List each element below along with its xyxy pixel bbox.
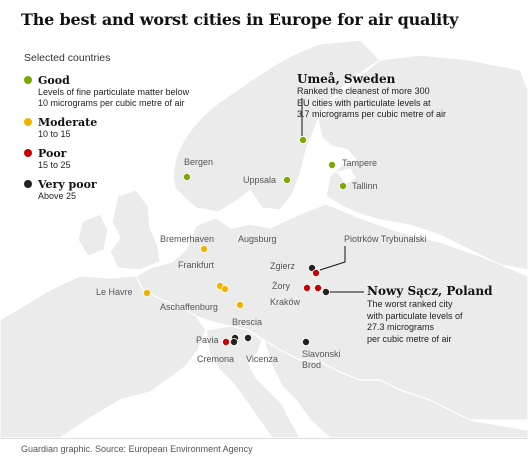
legend-desc: 15 to 25: [38, 160, 71, 170]
city-label-frankfurt: Frankfurt: [178, 260, 215, 270]
city-label-slavonski-brod-text: Slavonski Brod: [302, 349, 341, 370]
legend-heading: Selected countries: [24, 52, 111, 64]
land-italy: [205, 325, 301, 438]
landmass: [0, 39, 528, 438]
city-label-cremona: Cremona: [197, 354, 235, 364]
annotation-worst-title: Nowy Sącz, Poland: [367, 284, 493, 298]
city-dot-le-havre: [142, 288, 151, 297]
city-dot-bergen: [182, 172, 191, 181]
legend-item-very-poor: Very poor Above 25: [24, 178, 189, 202]
europe-map: [0, 39, 528, 438]
city-label-bergen: Bergen: [184, 157, 214, 167]
city-dot-pavia: [221, 337, 230, 346]
footer-rule: [0, 438, 528, 439]
city-label-bremerhaven: Bremerhaven: [160, 234, 215, 244]
annotation-worst-text: The worst ranked city with particulate l…: [367, 299, 463, 344]
city-label-zgierz: Zgierz: [270, 261, 296, 271]
city-dot-nowy-s-cz: [321, 287, 330, 296]
city-dot-zgierz: [311, 268, 320, 277]
legend-item-good: Good Levels of fine particulate matter b…: [24, 74, 189, 109]
city-dot-bremerhaven: [199, 244, 208, 253]
city-dot-cremona: [229, 337, 238, 346]
city-label-vicenza: Vicenza: [246, 354, 278, 364]
leader-piotrkow: [319, 246, 346, 271]
legend-label: Good: [38, 74, 70, 87]
land-ireland: [77, 213, 109, 257]
city-label-pavia: Pavia: [196, 335, 219, 345]
legend-dot-very-poor: [24, 180, 32, 188]
city-label-tallinn: Tallinn: [352, 181, 378, 191]
city-label-zory: Żory: [272, 281, 290, 291]
annotation-best-text: Ranked the cleanest of more 300 EU citie…: [297, 86, 447, 119]
legend-desc: Levels of fine particulate matter below …: [38, 87, 190, 108]
city-dot-tallinn: [338, 181, 347, 190]
city-label-brescia: Brescia: [232, 317, 263, 327]
city-label-piotrkow: Piotrków Trybunalski: [344, 234, 427, 244]
land-finland-east: [317, 54, 528, 271]
city-dot-ume-: [298, 135, 307, 144]
legend-item-moderate: Moderate 10 to 15: [24, 116, 189, 140]
land-great-britain: [109, 189, 161, 271]
city-label-slavonski-brod: Slavonski Brod: [302, 349, 362, 371]
city-dots: [142, 135, 347, 346]
city-dot-vicenza: [243, 333, 252, 342]
city-label-uppsala: Uppsala: [243, 175, 277, 185]
legend: Selected countries Good Levels of fine p…: [24, 52, 189, 209]
city-dot--ory: [302, 283, 311, 292]
leader-lines: [301, 98, 364, 293]
legend-dot-moderate: [24, 118, 32, 126]
city-label-aschaffenburg: Aschaffenburg: [160, 302, 218, 312]
city-label-augsburg: Augsburg: [238, 234, 277, 244]
city-label-krakow: Kraków: [270, 297, 301, 307]
city-label-le-havre: Le Havre: [96, 287, 133, 297]
legend-label: Very poor: [38, 178, 97, 191]
legend-dot-good: [24, 76, 32, 84]
city-dot-slavonski-brod: [301, 337, 310, 346]
city-dot-uppsala: [282, 175, 291, 184]
sea-details: [300, 168, 356, 196]
source-note: Guardian graphic. Source: European Envir…: [21, 444, 253, 454]
city-label-tampere: Tampere: [342, 158, 378, 168]
city-dot-krak-w: [313, 283, 322, 292]
chart-title: The best and worst cities in Europe for …: [21, 10, 459, 29]
legend-desc: Above 25: [38, 191, 77, 201]
legend-item-poor: Poor 15 to 25: [24, 147, 189, 171]
legend-label: Poor: [38, 147, 67, 160]
land-balkans: [262, 338, 528, 438]
land-france-iberia: [0, 275, 207, 438]
land-scandinavia: [172, 39, 381, 213]
city-dot-tampere: [327, 160, 336, 169]
annotation-best-title: Umeå, Sweden: [297, 72, 396, 86]
city-dot-aschaffenburg: [220, 284, 229, 293]
legend-desc: 10 to 15: [38, 129, 71, 139]
legend-dot-poor: [24, 149, 32, 157]
legend-label: Moderate: [38, 116, 98, 129]
city-dot-augsburg: [235, 300, 244, 309]
